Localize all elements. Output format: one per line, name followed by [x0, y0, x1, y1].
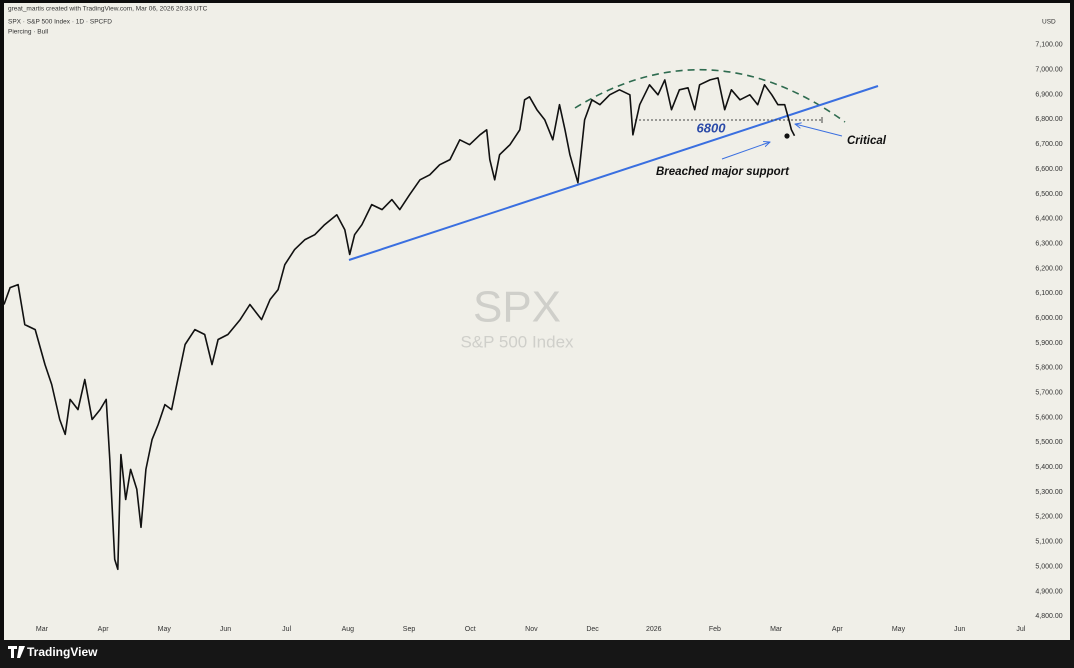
- watermark-title: SPX: [473, 283, 561, 332]
- footer-bar: [0, 640, 1074, 668]
- x-tick-label: May: [158, 626, 172, 633]
- x-tick-label: Jun: [220, 626, 231, 633]
- pattern: Piercing · Bull: [8, 29, 49, 36]
- x-tick-label: Jun: [954, 626, 965, 633]
- last-point-dot: [784, 133, 790, 139]
- watermark-subtitle: S&P 500 Index: [460, 332, 574, 351]
- y-tick-label: 5,600.00: [1035, 414, 1062, 421]
- annotation: Breached major support: [656, 166, 790, 178]
- price-line: [3, 77, 796, 571]
- y-tick-label: 5,000.00: [1035, 563, 1062, 570]
- x-tick-label: Apr: [832, 626, 844, 633]
- x-tick-label: Jul: [282, 626, 291, 633]
- y-tick-label: 5,800.00: [1035, 365, 1062, 372]
- footer-brand: TradingView: [27, 645, 98, 659]
- x-tick-label: Mar: [36, 626, 49, 633]
- y-tick-label: 4,800.00: [1035, 613, 1062, 620]
- y-tick-label: 6,000.00: [1035, 315, 1062, 322]
- y-tick-label: 5,300.00: [1035, 489, 1062, 496]
- x-tick-label: Oct: [465, 626, 476, 633]
- symbol: SPX · S&P 500 Index · 1D · SPCFD: [8, 19, 112, 26]
- x-tick-label: May: [892, 626, 906, 633]
- trendline: [348, 85, 879, 261]
- y-tick-label: 6,400.00: [1035, 216, 1062, 223]
- x-tick-label: Feb: [709, 626, 721, 633]
- y-tick-label: 6,600.00: [1035, 166, 1062, 173]
- arrow: [721, 142, 770, 160]
- x-tick-label: Aug: [342, 626, 355, 633]
- y-tick-label: 5,400.00: [1035, 464, 1062, 471]
- credit: great_martis created with TradingView.co…: [8, 6, 208, 13]
- y-tick-label: 6,500.00: [1035, 191, 1062, 198]
- x-tick-label: 2026: [646, 626, 662, 633]
- y-tick-label: 6,900.00: [1035, 91, 1062, 98]
- x-tick-label: Apr: [98, 626, 110, 633]
- rounding-top-arc: [574, 68, 846, 123]
- y-tick-label: 7,100.00: [1035, 42, 1062, 49]
- x-tick-label: Nov: [525, 626, 538, 633]
- y-tick-label: 6,200.00: [1035, 265, 1062, 272]
- arrow: [795, 124, 843, 137]
- currency: USD: [1042, 19, 1056, 26]
- x-tick-label: Jul: [1016, 626, 1025, 633]
- y-tick-label: 5,100.00: [1035, 539, 1062, 546]
- y-tick-label: 5,200.00: [1035, 514, 1062, 521]
- level-label: 6800: [697, 120, 727, 135]
- logo-icon: [8, 646, 25, 658]
- y-tick-label: 6,300.00: [1035, 240, 1062, 247]
- annotation: Critical: [847, 135, 887, 147]
- y-tick-label: 5,900.00: [1035, 340, 1062, 347]
- y-tick-label: 6,700.00: [1035, 141, 1062, 148]
- y-tick-label: 6,800.00: [1035, 116, 1062, 123]
- y-tick-label: 5,500.00: [1035, 439, 1062, 446]
- y-tick-label: 5,700.00: [1035, 390, 1062, 397]
- x-tick-label: Mar: [770, 626, 783, 633]
- y-tick-label: 7,000.00: [1035, 67, 1062, 74]
- y-tick-label: 4,900.00: [1035, 588, 1062, 595]
- x-tick-label: Sep: [403, 626, 416, 633]
- y-tick-label: 6,100.00: [1035, 290, 1062, 297]
- x-tick-label: Dec: [586, 626, 599, 633]
- plot: [3, 77, 796, 571]
